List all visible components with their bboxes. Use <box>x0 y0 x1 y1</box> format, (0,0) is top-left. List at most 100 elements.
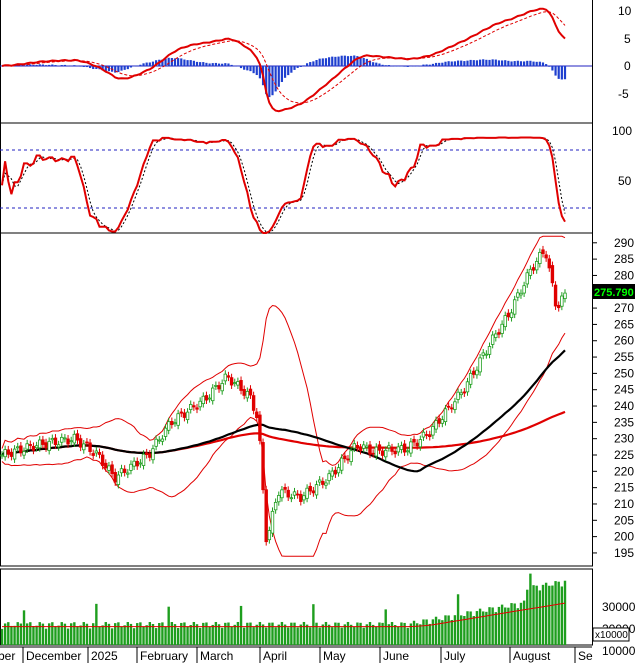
candle-body <box>144 452 149 456</box>
candle-body <box>512 299 517 315</box>
macd-histogram-bar <box>554 66 557 76</box>
volume-bar <box>176 627 180 645</box>
macd-histogram-bar <box>425 64 428 66</box>
volume-bar <box>47 623 51 645</box>
candle-body <box>201 395 205 405</box>
x-label: June <box>383 649 409 663</box>
macd-histogram-bar <box>239 66 243 69</box>
candle-body <box>119 468 124 474</box>
volume-bar <box>302 621 306 645</box>
macd-histogram-bar <box>482 59 485 66</box>
macd-histogram-bar <box>507 60 510 66</box>
volume-bar <box>538 590 542 645</box>
macd-histogram-bar <box>29 64 32 66</box>
volume-bar <box>242 627 246 645</box>
last-price-tag: 275.790 <box>593 284 635 299</box>
candle-body <box>324 482 328 486</box>
macd-histogram-bar <box>202 62 205 66</box>
macd-histogram-bar <box>500 60 504 66</box>
candle-body <box>368 444 372 455</box>
candle-body <box>321 480 325 485</box>
macd-histogram-bar <box>224 63 227 66</box>
volume-moving-average <box>2 602 566 628</box>
candle-body <box>179 411 183 414</box>
macd-histogram-bar <box>41 64 44 66</box>
macd-histogram-bar <box>227 63 230 66</box>
macd-histogram-bar <box>211 63 214 66</box>
volume-bar <box>239 605 243 645</box>
macd-histogram-bar <box>328 57 331 66</box>
candle-body <box>94 450 99 454</box>
macd-histogram-bar <box>450 61 453 66</box>
volume-bar <box>472 616 475 645</box>
candle-body <box>431 426 435 436</box>
candle-body <box>47 440 51 451</box>
candle-body <box>195 407 199 410</box>
volume-bar <box>437 619 441 645</box>
macd-histogram-bar <box>120 66 123 71</box>
macd-histogram-bar <box>126 66 129 70</box>
bollinger-lower-band <box>1 332 566 557</box>
volume-bar <box>290 622 293 645</box>
volume-bar <box>180 622 183 645</box>
volume-bar <box>54 626 57 645</box>
candle-body <box>129 463 133 471</box>
macd-histogram-bar <box>305 63 309 66</box>
candle-body <box>358 447 363 451</box>
candle-body <box>217 385 221 390</box>
candle-body <box>553 284 558 307</box>
candle-body <box>248 388 253 396</box>
candle-body <box>25 443 29 450</box>
candle-body <box>185 411 190 421</box>
volume-bar <box>280 621 284 645</box>
candle-body <box>148 453 152 458</box>
volume-bar <box>378 622 381 645</box>
macd-histogram-bar <box>346 56 350 66</box>
candle-body <box>110 464 114 474</box>
volume-bar <box>19 623 23 645</box>
volume-bar <box>120 626 123 645</box>
volume-bar <box>324 621 328 645</box>
volume-bar <box>129 623 133 645</box>
candle-body <box>85 441 89 444</box>
macd-histogram-bar <box>277 66 280 87</box>
macd-histogram-bar <box>63 64 67 66</box>
volume-bar <box>220 627 224 645</box>
candle-body <box>220 383 224 392</box>
candle-body <box>453 401 457 410</box>
macd-histogram-bar <box>290 66 293 73</box>
price-layer <box>0 235 567 557</box>
volume-bar <box>142 626 145 645</box>
candle-body <box>78 438 83 448</box>
macd-histogram-bar <box>504 60 507 66</box>
volume-bar <box>362 627 365 645</box>
macd-histogram-bar <box>340 55 343 66</box>
volume-bar <box>98 626 101 645</box>
candle-body <box>226 375 231 378</box>
candle-body <box>487 346 492 355</box>
candle-body <box>9 451 14 457</box>
candle-body <box>264 489 268 543</box>
candle-body <box>339 457 344 471</box>
candle-body <box>525 272 529 285</box>
price-ytick: 235 <box>614 415 634 429</box>
medium-moving-average <box>1 349 566 473</box>
candle-body <box>402 443 407 453</box>
macd-histogram-bar <box>142 63 145 66</box>
macd-histogram-bar <box>54 65 57 66</box>
volume-bar <box>318 627 321 645</box>
volume-bar <box>551 585 554 645</box>
macd-histogram-bar <box>456 60 460 66</box>
macd-histogram-bar <box>177 58 180 66</box>
volume-bar <box>258 621 262 645</box>
macd-histogram-bar <box>478 59 482 66</box>
volume-bar <box>95 603 98 645</box>
candle-body <box>100 454 105 466</box>
macd-histogram-bar <box>541 62 545 66</box>
x-label: 2025 <box>91 649 118 663</box>
macd-histogram-bar <box>397 66 400 67</box>
macd-histogram-bar <box>375 62 378 66</box>
volume-bar <box>337 622 340 645</box>
candle-body <box>63 437 67 440</box>
volume-bar <box>41 623 45 645</box>
